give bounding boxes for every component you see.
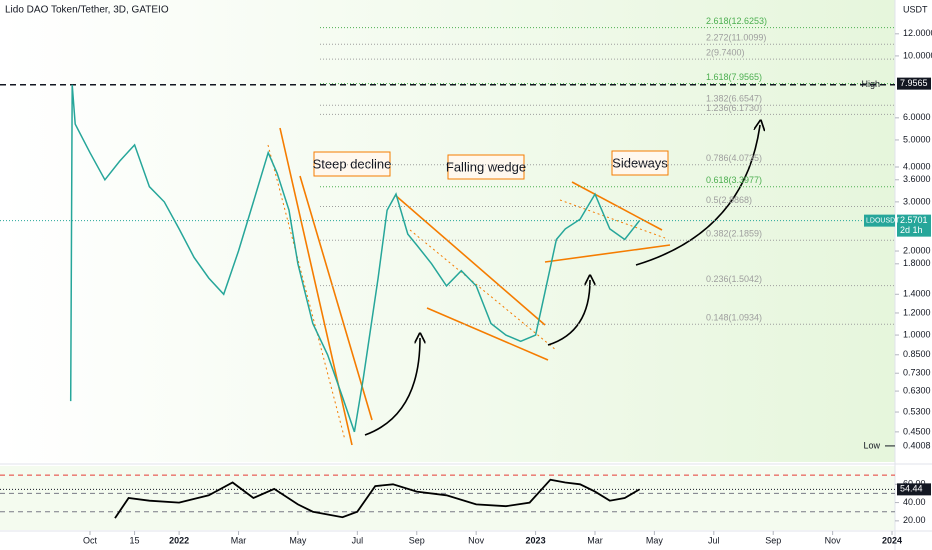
x-tick-label: 2024 <box>882 535 902 545</box>
y-tick-label: 12.0000 <box>903 28 932 38</box>
x-tick-label: Jul <box>352 535 364 545</box>
fib-label: 0.148(1.0934) <box>706 313 762 323</box>
y-tick-label: 4.0000 <box>903 161 931 171</box>
fib-label: 1.382(6.6547) <box>706 94 762 104</box>
fib-label: 1.618(7.9565) <box>706 72 762 82</box>
low-tag: Low <box>863 440 880 450</box>
y-tick-label: 1.4000 <box>903 289 931 299</box>
x-tick-label: Mar <box>587 535 603 545</box>
y-tick-label: 6.0000 <box>903 112 931 122</box>
x-tick-label: Sep <box>409 535 425 545</box>
x-tick-label: Jul <box>708 535 720 545</box>
annotation: Sideways <box>612 155 668 170</box>
fib-label: 0.786(4.0735) <box>706 153 762 163</box>
y-tick-label: 0.6300 <box>903 385 931 395</box>
x-tick-label: Sep <box>765 535 781 545</box>
fib-label: 1.236(6.1730) <box>706 103 762 113</box>
symbol-box <box>864 214 895 227</box>
fib-label: 0.236(1.5042) <box>706 274 762 284</box>
series-line <box>114 478 640 519</box>
annotation-box <box>313 151 391 177</box>
low-label: 0.4008 <box>903 440 931 450</box>
arrows <box>364 125 760 436</box>
x-tick-label: Nov <box>825 535 842 545</box>
fib-label: 0.382(2.1859) <box>706 229 762 239</box>
annotation: Falling wedge <box>446 159 526 174</box>
fib-label: 0.5(2.8868) <box>706 195 752 205</box>
series-line <box>69 84 641 433</box>
y-tick-label: 5.0000 <box>903 134 931 144</box>
fib-label: 2(9.7400) <box>706 47 745 57</box>
fib-label: 2.272(11.0099) <box>706 33 766 43</box>
rsi-pane <box>0 466 895 530</box>
y-tick-label: 2.0000 <box>903 245 931 255</box>
symbol-tag: LDOUSDT <box>866 217 900 224</box>
y-tick-label: 1.2000 <box>903 307 931 317</box>
annotation: Steep decline <box>313 156 392 171</box>
y-tick-label: 40.00 <box>903 497 926 507</box>
last-box <box>897 214 931 237</box>
y-tick-label: 1.8000 <box>903 258 931 268</box>
axis-marker <box>897 77 931 90</box>
high-tag: High <box>861 79 880 89</box>
chart-title: Lido DAO Token/Tether, 3D, GATEIO <box>5 5 169 16</box>
y-tick-label: 0.8500 <box>903 349 931 359</box>
x-tick-label: 2023 <box>526 535 546 545</box>
x-tick-label: May <box>646 535 664 545</box>
annotation-box <box>447 154 525 180</box>
y-tick-label: 0.4500 <box>903 426 931 436</box>
last-label: 54.44 <box>900 484 923 494</box>
x-tick-label: 2022 <box>169 535 189 545</box>
x-tick-label: May <box>289 535 307 545</box>
y-tick-label: 1.0000 <box>903 329 931 339</box>
last-box <box>897 483 931 496</box>
y-tick-label: 3.0000 <box>903 196 931 206</box>
fib-label: 2.618(12.6253) <box>706 16 767 26</box>
last-label: 2.5701 <box>900 215 928 225</box>
y-tick-label: 0.7300 <box>903 368 931 378</box>
countdown: 2d 1h <box>900 225 923 235</box>
x-tick-label: Nov <box>468 535 485 545</box>
annotation-box <box>611 150 669 176</box>
x-tick-label: 15 <box>130 535 140 545</box>
axis-unit: USDT <box>903 4 928 14</box>
x-tick-label: Mar <box>231 535 247 545</box>
x-tick-label: Oct <box>83 535 98 545</box>
fib-label: 0.618(3.3977) <box>706 175 762 185</box>
y-tick-label: 0.5300 <box>903 406 931 416</box>
price-pane <box>0 0 895 462</box>
y-tick-label: 20.00 <box>903 515 926 525</box>
y-tick-label: 10.0000 <box>903 50 932 60</box>
axis-marker-label: 7.9565 <box>900 78 928 88</box>
y-tick-label: 3.6000 <box>903 174 931 184</box>
